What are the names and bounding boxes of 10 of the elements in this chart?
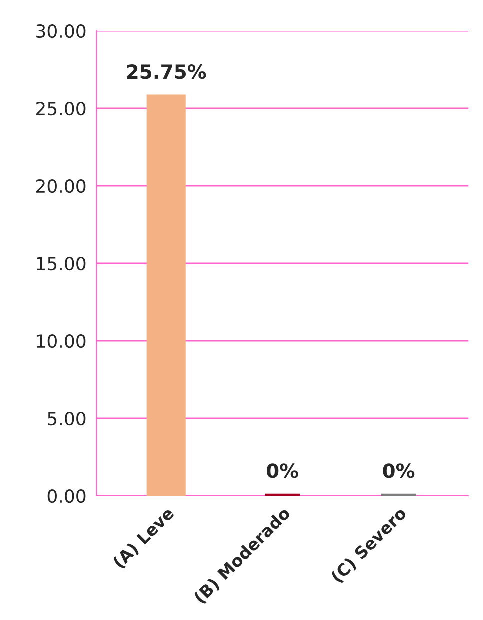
y-tick-label: 5.00 (48, 412, 86, 426)
y-tick-label: 10.00 (37, 334, 86, 348)
y-tick-label: 15.00 (37, 256, 86, 271)
data-label: 25.75% (127, 64, 206, 80)
data-label: 0% (383, 464, 415, 478)
data-label: 0% (266, 464, 298, 478)
y-tick-label: 25.00 (36, 102, 86, 116)
y-tick-label: 0.00 (48, 489, 86, 504)
y-tick-label: 30.00 (36, 24, 86, 38)
y-tick-label: 20.00 (36, 179, 86, 194)
